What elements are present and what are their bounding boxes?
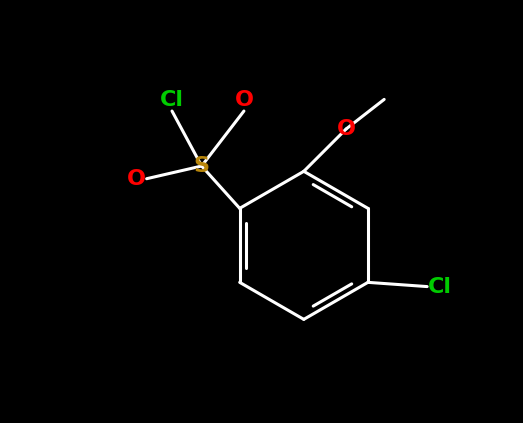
Text: S: S — [194, 156, 210, 176]
Text: O: O — [337, 119, 356, 139]
Text: O: O — [127, 169, 145, 189]
Text: Cl: Cl — [160, 91, 184, 110]
Text: Cl: Cl — [428, 277, 452, 297]
Text: O: O — [234, 91, 254, 110]
